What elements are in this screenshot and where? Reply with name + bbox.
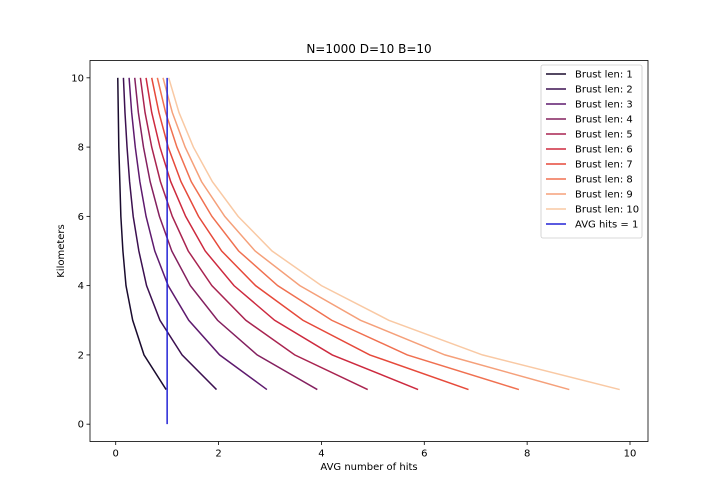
x-tick-label: 6 [421, 449, 427, 460]
legend-label: Brust len: 6 [575, 145, 633, 156]
chart-title: N=1000 D=10 B=10 [306, 42, 431, 56]
x-tick-label: 4 [318, 449, 324, 460]
x-axis-ticks: 0 2 4 6 8 10 [113, 441, 637, 460]
x-tick-label: 8 [524, 449, 530, 460]
series-line-7 [150, 77, 469, 391]
y-tick-label: 6 [78, 212, 84, 223]
legend-label: Brust len: 7 [575, 160, 633, 171]
legend-label: Brust len: 9 [575, 190, 633, 201]
y-tick-label: 2 [78, 350, 84, 361]
x-tick-label: 10 [624, 449, 637, 460]
series-layer [117, 77, 620, 391]
legend-label: AVG hits = 1 [575, 220, 638, 231]
legend-label: Brust len: 8 [575, 175, 633, 186]
series-line-1 [117, 77, 167, 390]
series-line-6 [145, 77, 419, 391]
y-axis-label: Kilometers [56, 224, 67, 278]
y-axis-ticks: 0 2 4 6 8 10 [71, 73, 90, 431]
x-tick-label: 2 [215, 449, 221, 460]
y-tick-label: 8 [78, 143, 84, 154]
x-tick-label: 0 [113, 449, 119, 460]
legend-label: Brust len: 5 [575, 130, 633, 141]
legend-label: Brust len: 10 [575, 205, 639, 216]
legend-label: Brust len: 3 [575, 100, 633, 111]
legend-box [540, 64, 643, 239]
plot-frame [89, 60, 649, 442]
y-tick-label: 4 [78, 281, 84, 292]
legend: Brust len: 1 Brust len: 2 Brust len: 3 Brus… [540, 64, 643, 239]
x-axis-label: AVG number of hits [320, 462, 417, 473]
series-line-5 [139, 77, 369, 391]
legend-label: Brust len: 4 [575, 115, 633, 126]
legend-label: Brust len: 2 [575, 85, 633, 96]
y-tick-label: 0 [78, 420, 84, 431]
series-line-3 [128, 77, 268, 391]
series-line-9 [162, 77, 570, 391]
series-line-10 [167, 77, 620, 391]
legend-label: Brust len: 1 [575, 70, 633, 81]
y-tick-label: 10 [71, 73, 84, 84]
series-line-4 [133, 77, 318, 391]
series-line-2 [122, 77, 218, 391]
series-line-8 [156, 77, 520, 391]
